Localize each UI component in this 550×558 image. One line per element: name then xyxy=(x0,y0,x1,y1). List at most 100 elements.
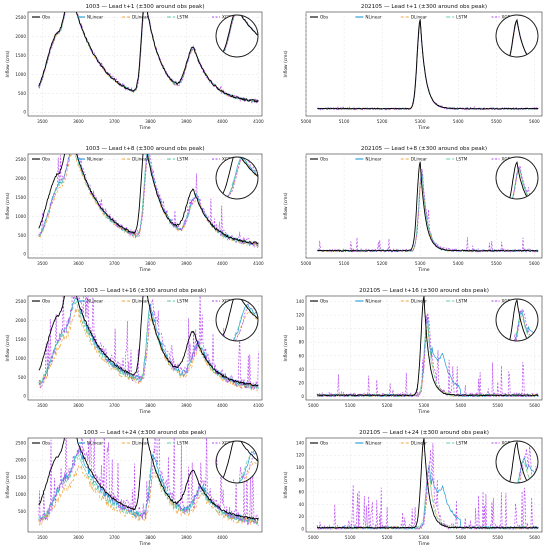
series-group xyxy=(316,296,539,397)
x-tick-label: 3900 xyxy=(181,261,192,266)
y-tick-label: 80 xyxy=(299,477,305,482)
x-tick-label: 5600 xyxy=(529,261,540,266)
y-tick-label: 2000 xyxy=(15,176,26,181)
x-tick-label: 3700 xyxy=(109,119,120,124)
legend: Obs NLinear DLinear LSTM XGB xyxy=(310,15,511,20)
legend-label: XGB xyxy=(222,15,231,20)
x-tick-label: 5200 xyxy=(377,261,388,266)
inset-line-lstm xyxy=(216,304,258,341)
zoom-inset-border xyxy=(215,440,259,484)
x-tick-label: 3800 xyxy=(145,261,156,266)
zoom-inset-border xyxy=(495,298,539,342)
y-tick-label: 140 xyxy=(296,440,304,445)
x-tick-label: 5300 xyxy=(419,403,430,408)
legend: Obs NLinear DLinear LSTM XGB xyxy=(310,441,511,446)
legend-label: XGB xyxy=(222,157,231,162)
chart-title: 1003 — Lead t+8 (±300 around obs peak) xyxy=(85,146,204,152)
y-tick-label: 100 xyxy=(296,326,304,331)
legend-label: Obs xyxy=(320,157,328,162)
legend-label: LSTM xyxy=(177,299,189,304)
y-tick-label: 100 xyxy=(296,465,304,470)
legend-label: LSTM xyxy=(177,157,189,162)
x-tick-label: 5600 xyxy=(529,403,540,408)
y-tick-label: 1500 xyxy=(15,337,26,342)
legend-label: DLinear xyxy=(411,441,428,446)
y-tick-label: 2000 xyxy=(15,318,26,323)
y-axis-label: Inflow (cms) xyxy=(283,471,289,498)
x-tick-label: 3800 xyxy=(145,119,156,124)
y-axis-label: Inflow (cms) xyxy=(5,192,11,219)
inset-line-obs xyxy=(496,161,538,199)
x-tick-label: 5600 xyxy=(529,535,540,540)
x-axis-label: Time xyxy=(417,409,429,415)
y-tick-label: 60 xyxy=(299,353,305,358)
legend-label: Obs xyxy=(42,441,50,446)
y-axis-label: Inflow (cms) xyxy=(283,50,289,77)
series-line-xgb xyxy=(316,312,539,397)
x-tick-label: 5500 xyxy=(492,403,503,408)
y-tick-label: 120 xyxy=(296,313,304,318)
y-tick-label: 20 xyxy=(299,381,305,386)
legend-label: DLinear xyxy=(132,157,149,162)
x-axis-label: Time xyxy=(138,541,150,547)
chart-panel: 5000 5100 5200 5300 5400 5500 5600 0 20 40 60 80 100… xyxy=(283,430,543,547)
legend-label: DLinear xyxy=(132,299,149,304)
y-tick-label: 2500 xyxy=(15,157,26,162)
series-group xyxy=(317,19,539,111)
y-tick-label: 500 xyxy=(18,509,26,514)
inset-line-xgb xyxy=(216,301,258,341)
legend: Obs NLinear DLinear LSTM XGB xyxy=(32,157,231,162)
x-tick-label: 5000 xyxy=(308,535,319,540)
y-tick-label: 1000 xyxy=(15,72,26,77)
inset-series-group xyxy=(496,18,538,57)
series-line-dlinear xyxy=(38,464,259,526)
y-tick-label: 2500 xyxy=(15,441,26,446)
series-line-nlinear xyxy=(38,448,259,525)
legend-label: NLinear xyxy=(87,299,103,304)
inset-line-nlinear xyxy=(216,451,258,483)
legend-label: NLinear xyxy=(365,157,381,162)
x-tick-label: 5000 xyxy=(301,119,312,124)
x-tick-label: 5400 xyxy=(456,403,467,408)
series-line-obs xyxy=(317,19,539,110)
y-tick-label: 2500 xyxy=(15,15,26,20)
series-line-nlinear xyxy=(38,154,259,247)
inset-series-group xyxy=(496,161,538,199)
x-tick-label: 5000 xyxy=(301,261,312,266)
x-tick-label: 5300 xyxy=(415,119,426,124)
series-group xyxy=(317,161,539,253)
legend-label: XGB xyxy=(222,299,231,304)
x-tick-label: 5400 xyxy=(453,119,464,124)
x-tick-label: 4100 xyxy=(253,403,264,408)
chart-title: 202105 — Lead t+24 (±300 around obs peak… xyxy=(359,430,489,436)
legend: Obs NLinear DLinear LSTM XGB xyxy=(32,299,231,304)
legend-label: DLinear xyxy=(132,15,149,20)
series-line-lstm xyxy=(316,470,539,530)
y-axis-label: Inflow (cms) xyxy=(5,471,11,498)
chart-title: 1003 — Lead t+16 (±300 around obs peak) xyxy=(84,288,207,294)
series-line-xgb xyxy=(38,12,259,104)
legend-label: XGB xyxy=(502,299,511,304)
inset-line-nlinear xyxy=(496,456,538,483)
series-line-obs xyxy=(38,296,259,387)
legend-label: LSTM xyxy=(456,441,468,446)
legend: Obs NLinear DLinear LSTM XGB xyxy=(310,157,511,162)
x-tick-label: 5200 xyxy=(377,119,388,124)
series-group xyxy=(38,12,259,104)
chart-title: 1003 — Lead t+1 (±300 around obs peak) xyxy=(85,4,204,10)
inset-line-lstm xyxy=(216,157,258,199)
series-line-obs xyxy=(38,12,259,103)
series-line-xgb xyxy=(38,438,259,526)
series-line-lstm xyxy=(38,154,259,246)
x-tick-label: 5200 xyxy=(382,403,393,408)
x-tick-label: 5500 xyxy=(491,261,502,266)
legend-label: NLinear xyxy=(365,299,381,304)
y-tick-label: 500 xyxy=(18,375,26,380)
x-tick-label: 3600 xyxy=(73,403,84,408)
legend-label: NLinear xyxy=(365,15,381,20)
series-line-dlinear xyxy=(38,307,259,392)
y-tick-label: 1500 xyxy=(15,53,26,58)
series-line-xgb xyxy=(38,154,259,248)
